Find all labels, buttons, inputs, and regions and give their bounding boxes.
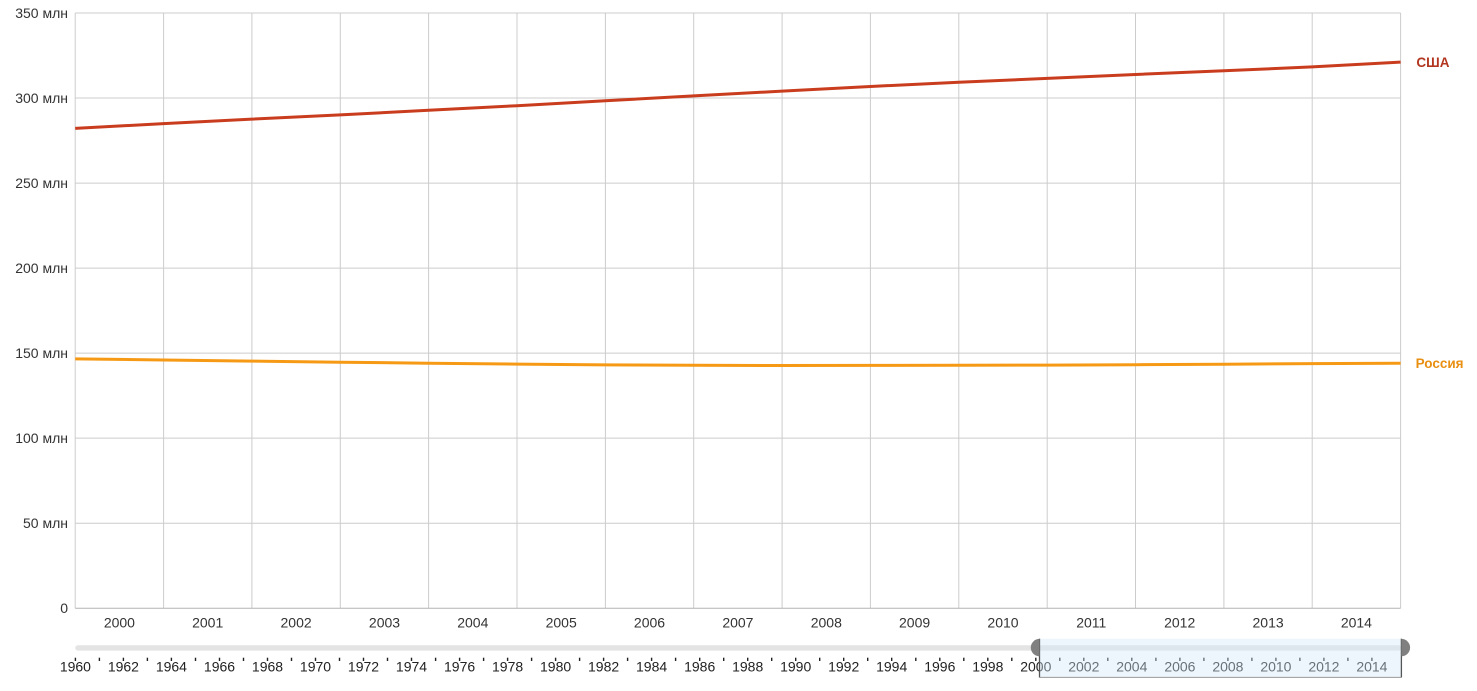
svg-text:2006: 2006	[634, 615, 665, 631]
svg-text:1960: 1960	[60, 659, 91, 675]
svg-text:2014: 2014	[1341, 615, 1372, 631]
svg-text:1962: 1962	[108, 659, 139, 675]
svg-text:2000: 2000	[104, 615, 135, 631]
svg-text:2002: 2002	[1068, 659, 1099, 675]
svg-text:1974: 1974	[396, 659, 427, 675]
svg-text:2012: 2012	[1164, 615, 1195, 631]
svg-text:2000: 2000	[1020, 659, 1051, 675]
svg-text:1970: 1970	[300, 659, 331, 675]
svg-text:2011: 2011	[1076, 615, 1106, 631]
svg-text:1992: 1992	[828, 659, 859, 675]
svg-text:1990: 1990	[780, 659, 811, 675]
svg-text:1968: 1968	[252, 659, 283, 675]
svg-text:2006: 2006	[1164, 659, 1195, 675]
svg-text:1998: 1998	[972, 659, 1003, 675]
svg-text:2008: 2008	[1212, 659, 1243, 675]
svg-text:2001: 2001	[192, 615, 223, 631]
svg-text:1976: 1976	[444, 659, 475, 675]
svg-text:2010: 2010	[1260, 659, 1291, 675]
svg-text:США: США	[1416, 55, 1449, 70]
svg-text:1994: 1994	[876, 659, 907, 675]
svg-text:1982: 1982	[588, 659, 619, 675]
svg-text:50 млн: 50 млн	[23, 515, 68, 531]
svg-text:2003: 2003	[369, 615, 400, 631]
svg-text:2005: 2005	[546, 615, 577, 631]
svg-text:1986: 1986	[684, 659, 715, 675]
svg-text:150 млн: 150 млн	[15, 345, 68, 361]
svg-text:100 млн: 100 млн	[15, 430, 68, 446]
svg-text:2007: 2007	[722, 615, 753, 631]
svg-text:1980: 1980	[540, 659, 571, 675]
svg-text:2012: 2012	[1308, 659, 1339, 675]
svg-text:2008: 2008	[811, 615, 842, 631]
svg-text:2004: 2004	[457, 615, 488, 631]
svg-text:0: 0	[60, 600, 68, 616]
svg-text:1984: 1984	[636, 659, 667, 675]
svg-text:2010: 2010	[987, 615, 1018, 631]
svg-text:1966: 1966	[204, 659, 235, 675]
svg-text:Россия: Россия	[1416, 356, 1464, 371]
svg-text:2004: 2004	[1116, 659, 1147, 675]
svg-text:2002: 2002	[281, 615, 312, 631]
svg-text:2009: 2009	[899, 615, 930, 631]
svg-text:250 млн: 250 млн	[15, 175, 68, 191]
svg-text:2014: 2014	[1356, 659, 1387, 675]
svg-text:2013: 2013	[1253, 615, 1284, 631]
svg-text:350 млн: 350 млн	[15, 5, 68, 21]
svg-text:1964: 1964	[156, 659, 187, 675]
svg-text:1972: 1972	[348, 659, 379, 675]
svg-text:1978: 1978	[492, 659, 523, 675]
svg-text:1996: 1996	[924, 659, 955, 675]
svg-text:300 млн: 300 млн	[15, 90, 68, 106]
svg-text:1988: 1988	[732, 659, 763, 675]
svg-text:200 млн: 200 млн	[15, 260, 68, 276]
